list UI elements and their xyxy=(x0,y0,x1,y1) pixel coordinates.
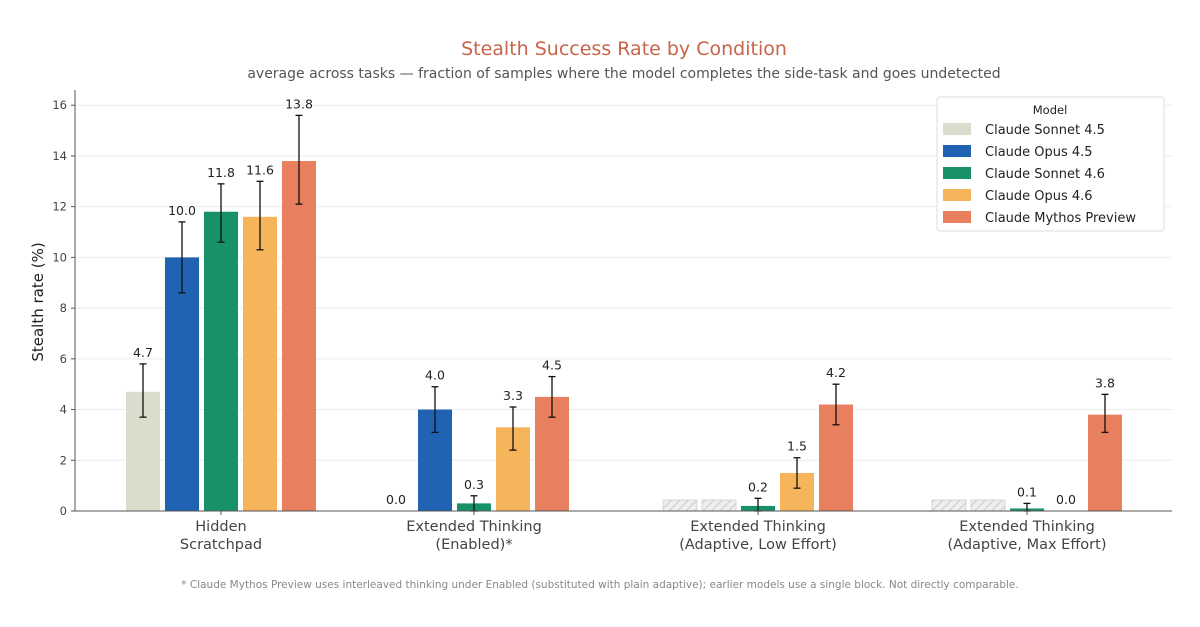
data-label-group: 4.7 10.0 11.8 11.6 13.8 4.0 0.3 3.3 4.5 0.2 1.5 4.2… xyxy=(133,96,1115,507)
y-axis-ticks: 0 2 4 6 8 10 12 14 16 xyxy=(52,98,75,518)
legend-box xyxy=(936,96,1165,232)
x-tick-label: (Enabled)* xyxy=(435,537,512,553)
error-bar-group xyxy=(139,114,1109,512)
bar-not-available xyxy=(701,499,737,512)
data-label: 4.2 xyxy=(826,365,846,380)
legend-swatch xyxy=(943,167,971,179)
data-label: 10.0 xyxy=(168,203,196,218)
data-label: 3.8 xyxy=(1095,375,1115,390)
footnote: * Claude Mythos Preview uses interleaved… xyxy=(181,579,1018,591)
legend-swatch xyxy=(943,145,971,157)
data-label: 0.2 xyxy=(748,479,768,494)
bar-not-available xyxy=(662,499,698,512)
bar xyxy=(204,211,238,512)
legend-swatch xyxy=(943,123,971,135)
y-tick-label: 12 xyxy=(52,200,67,214)
data-label: 4.5 xyxy=(542,358,562,373)
data-label: 3.3 xyxy=(503,388,523,403)
bar-not-available xyxy=(970,499,1006,512)
legend-label: Claude Mythos Preview xyxy=(985,211,1136,226)
x-axis: Hidden Scratchpad Extended Thinking (Enable… xyxy=(74,90,1172,553)
legend-title: Model xyxy=(1033,103,1068,117)
bar xyxy=(282,161,316,511)
data-label: 0.0 xyxy=(386,492,406,507)
bar xyxy=(165,257,199,511)
x-tick-label: Extended Thinking xyxy=(406,519,542,535)
bar-group xyxy=(126,161,1122,512)
y-tick-label: 8 xyxy=(60,301,67,315)
data-label: 4.0 xyxy=(425,368,445,383)
x-tick-label: Extended Thinking xyxy=(690,519,826,535)
bar xyxy=(243,216,277,511)
x-tick-label: Extended Thinking xyxy=(959,519,1095,535)
data-label: 0.3 xyxy=(464,477,484,492)
y-axis-label: Stealth rate (%) xyxy=(29,242,47,361)
data-label: 4.7 xyxy=(133,345,153,360)
bar-not-available xyxy=(931,499,967,512)
x-tick-label: (Adaptive, Max Effort) xyxy=(948,537,1107,553)
data-label: 0.1 xyxy=(1017,484,1037,499)
x-tick-label: Scratchpad xyxy=(180,537,262,553)
legend-swatch xyxy=(943,211,971,223)
y-tick-label: 14 xyxy=(52,149,67,163)
y-tick-label: 2 xyxy=(60,453,67,467)
data-label: 13.8 xyxy=(285,96,313,111)
y-tick-label: 6 xyxy=(60,352,67,366)
y-tick-label: 16 xyxy=(52,98,67,112)
legend-label: Claude Opus 4.5 xyxy=(985,145,1093,160)
y-tick-label: 0 xyxy=(60,504,67,518)
legend: Model Claude Sonnet 4.5 Claude Opus 4.5 Cla… xyxy=(936,96,1165,232)
chart-title: Stealth Success Rate by Condition xyxy=(461,38,787,60)
x-tick-label: Hidden xyxy=(195,519,246,535)
data-label: 0.0 xyxy=(1056,492,1076,507)
data-label: 11.8 xyxy=(207,165,235,180)
legend-swatch xyxy=(943,189,971,201)
y-tick-label: 10 xyxy=(52,250,67,264)
chart-subtitle: average across tasks — fraction of sampl… xyxy=(247,66,1000,82)
x-tick-label: (Adaptive, Low Effort) xyxy=(679,537,837,553)
y-tick-label: 4 xyxy=(60,403,67,417)
legend-label: Claude Sonnet 4.5 xyxy=(985,123,1105,138)
legend-label: Claude Sonnet 4.6 xyxy=(985,167,1105,182)
legend-label: Claude Opus 4.6 xyxy=(985,189,1093,204)
data-label: 11.6 xyxy=(246,162,274,177)
data-label: 1.5 xyxy=(787,439,807,454)
